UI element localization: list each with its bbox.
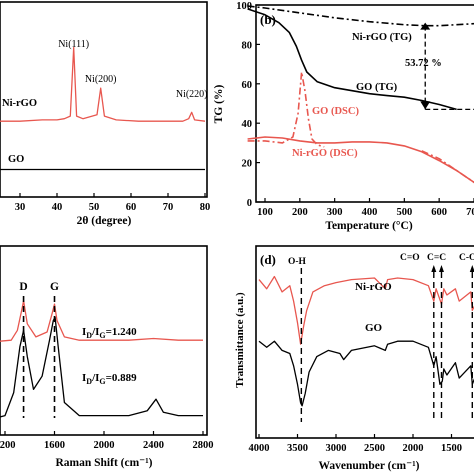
- y-tick-label: 80: [242, 40, 253, 51]
- ratio-part: G: [99, 377, 105, 386]
- x-tick-label: 3000: [326, 443, 347, 454]
- x-tick-label: 1500: [441, 443, 462, 454]
- y-tick-label: 20: [242, 159, 253, 170]
- mass-loss-annotation: 53.72 %: [405, 58, 442, 69]
- y-tick-label: 40: [242, 119, 253, 130]
- x-tick-label: 700: [466, 207, 474, 218]
- x-tick-label: 600: [431, 207, 447, 218]
- panel-xrd: 30 40 50 60 70 80 2θ (degree) Ni(111) Ni(200) Ni(…: [0, 1, 211, 227]
- series-line-ni-rgo: [258, 275, 474, 345]
- peak-label: Ni(220): [176, 89, 208, 100]
- arrow-up-icon: [431, 265, 437, 272]
- series-line-go-tg-: [247, 8, 457, 111]
- y-tick-label: 100: [236, 1, 252, 12]
- x-tick-label: 500: [396, 207, 412, 218]
- ratio-part: =1.240: [106, 326, 138, 338]
- band-label: D: [19, 281, 27, 293]
- panel-ftir: 4000350030002500200015001000Wavenumber (…: [234, 245, 474, 472]
- peak-label: Ni(111): [58, 39, 89, 50]
- plot-frame: [255, 245, 474, 439]
- x-tick-label: 70: [163, 202, 174, 213]
- series-label: GO (TG): [356, 82, 398, 93]
- x-tick-label: 40: [52, 202, 63, 213]
- x-tick-label: 2400: [143, 440, 164, 451]
- band-label: C=C: [427, 253, 446, 263]
- x-tick-label: 2000: [94, 440, 115, 451]
- ratio-part: /I: [91, 372, 99, 384]
- series-line-ni-rgo: [0, 46, 206, 122]
- x-axis-label: Temperature (°C): [325, 220, 412, 232]
- panel-raman: 12001600200024002800Raman Shift (cm⁻¹)DG…: [0, 245, 214, 469]
- y-axis-label: Transmittance (a.u.): [234, 292, 246, 388]
- arrow-down-icon: [420, 101, 431, 110]
- ratio-part: G: [99, 331, 105, 340]
- arrow-up-icon: [420, 22, 431, 30]
- x-axis-label: Wavenumber (cm⁻¹): [319, 460, 420, 472]
- ratio-part: /I: [91, 326, 99, 338]
- plot-frame: [255, 4, 474, 203]
- x-tick-label: 1200: [0, 440, 16, 451]
- series-label: Ni-rGO: [2, 98, 37, 109]
- x-axis-label: Raman Shift (cm⁻¹): [55, 457, 152, 469]
- ratio-part: D: [86, 377, 92, 386]
- intensity-ratio-label: ID/IG=1.240: [82, 326, 137, 340]
- x-tick-label: 3500: [287, 443, 308, 454]
- x-tick-label: 1600: [44, 440, 65, 451]
- series-label: GO (DSC): [312, 106, 359, 117]
- ratio-part: I: [82, 372, 86, 384]
- x-axis-label: 2θ (degree): [77, 215, 132, 227]
- x-tick-label: 400: [362, 207, 378, 218]
- arrow-up-icon: [438, 265, 444, 272]
- x-tick-label: 2500: [364, 443, 385, 454]
- series-line-ni-rgo-dsc-tail: [421, 150, 474, 184]
- x-tick-label: 2000: [403, 443, 424, 454]
- series-line-ni-rgo-dsc-: [247, 136, 474, 184]
- series-line-go: [258, 340, 474, 407]
- x-tick-label: 200: [292, 207, 308, 218]
- x-tick-label: 300: [327, 207, 343, 218]
- x-tick-label: 30: [15, 202, 26, 213]
- x-tick-label: 80: [200, 202, 211, 213]
- series-line-ni-rgo: [0, 300, 203, 342]
- band-label: G: [50, 281, 59, 293]
- plot-frame: [0, 1, 208, 198]
- y-tick-label: 0: [247, 198, 252, 209]
- x-tick-label: 50: [89, 202, 100, 213]
- series-label: GO: [8, 154, 24, 165]
- series-label: Ni-rGO: [355, 281, 392, 293]
- x-tick-label: 100: [257, 207, 273, 218]
- series-label: GO: [365, 322, 383, 334]
- arrow-up-icon: [469, 265, 474, 272]
- ratio-part: =0.889: [106, 372, 138, 384]
- band-label: C=O: [400, 253, 420, 263]
- ratio-part: D: [86, 331, 92, 340]
- x-tick-label: 60: [126, 202, 137, 213]
- panel-label: (d): [260, 252, 276, 267]
- panel-tg-dsc: 100 200 300 400 500 600 700 0 20 40 60 80 100 Tempera…: [213, 1, 474, 232]
- x-tick-label: 4000: [249, 443, 270, 454]
- series-label: Ni-rGO (DSC): [292, 148, 358, 159]
- peak-label: Ni(200): [85, 74, 117, 85]
- series-line-go-dsc-: [247, 71, 325, 148]
- ratio-part: I: [82, 326, 86, 338]
- y-tick-label: 60: [242, 80, 253, 91]
- series-line-ni-rgo-tg-: [247, 5, 474, 27]
- series-label: Ni-rGO (TG): [352, 32, 412, 43]
- band-label: O-H: [288, 257, 307, 267]
- panel-label: (b): [260, 12, 276, 27]
- band-label: C-O: [459, 253, 474, 263]
- intensity-ratio-label: ID/IG=0.889: [82, 372, 137, 386]
- y-axis-label: TG (%): [213, 85, 225, 124]
- x-tick-label: 2800: [193, 440, 214, 451]
